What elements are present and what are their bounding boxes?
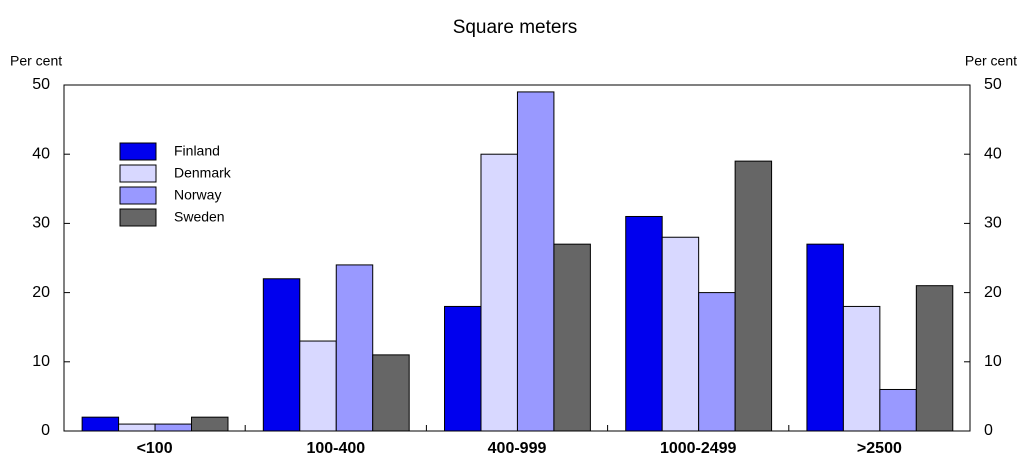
legend-label: Sweden	[174, 209, 225, 225]
y2-tick-label: 20	[984, 284, 1002, 301]
y2-tick-label: 40	[984, 145, 1002, 162]
y-tick-label: 10	[32, 353, 50, 370]
bar	[734, 160, 773, 432]
bar	[625, 215, 663, 432]
bar	[806, 243, 844, 432]
legend-swatch	[119, 208, 157, 227]
bar	[915, 285, 954, 432]
legend-swatch	[119, 142, 157, 161]
y2-tick-label: 0	[984, 422, 993, 439]
bar	[118, 423, 156, 432]
y2-axis-label: Per cent	[965, 53, 1017, 69]
bar	[698, 292, 736, 432]
chart-title: Square meters	[453, 17, 578, 38]
legend-swatch	[119, 186, 157, 205]
y-tick-label: 50	[32, 76, 50, 93]
bar	[262, 278, 301, 432]
x-tick-label: <100	[137, 440, 173, 457]
legend-label: Denmark	[174, 165, 232, 181]
y2-tick-label: 10	[984, 353, 1002, 370]
bar	[81, 416, 120, 432]
legend-label: Norway	[174, 187, 221, 203]
bar	[372, 354, 410, 432]
y-tick-label: 40	[32, 145, 50, 162]
bar	[842, 305, 881, 432]
bar	[516, 91, 555, 432]
y-tick-label: 20	[32, 284, 50, 301]
x-tick-label: 1000-2499	[660, 440, 737, 457]
bar	[154, 423, 193, 432]
bar	[553, 243, 591, 432]
y2-tick-label: 50	[984, 76, 1002, 93]
y2-tick-label: 30	[984, 215, 1002, 232]
x-tick-label: 100-400	[306, 440, 365, 457]
bar	[191, 416, 229, 432]
bar	[879, 388, 917, 432]
legend-label: Finland	[174, 143, 220, 159]
bar	[661, 236, 700, 432]
legend-swatch	[119, 164, 157, 183]
y-tick-label: 0	[41, 422, 50, 439]
y-axis-label: Per cent	[10, 53, 62, 69]
y-tick-label: 30	[32, 215, 50, 232]
bar	[480, 153, 518, 432]
x-tick-label: 400-999	[488, 440, 547, 457]
x-tick-label: >2500	[857, 440, 902, 457]
bar	[299, 340, 337, 432]
bar	[444, 305, 482, 432]
bar	[335, 264, 374, 432]
